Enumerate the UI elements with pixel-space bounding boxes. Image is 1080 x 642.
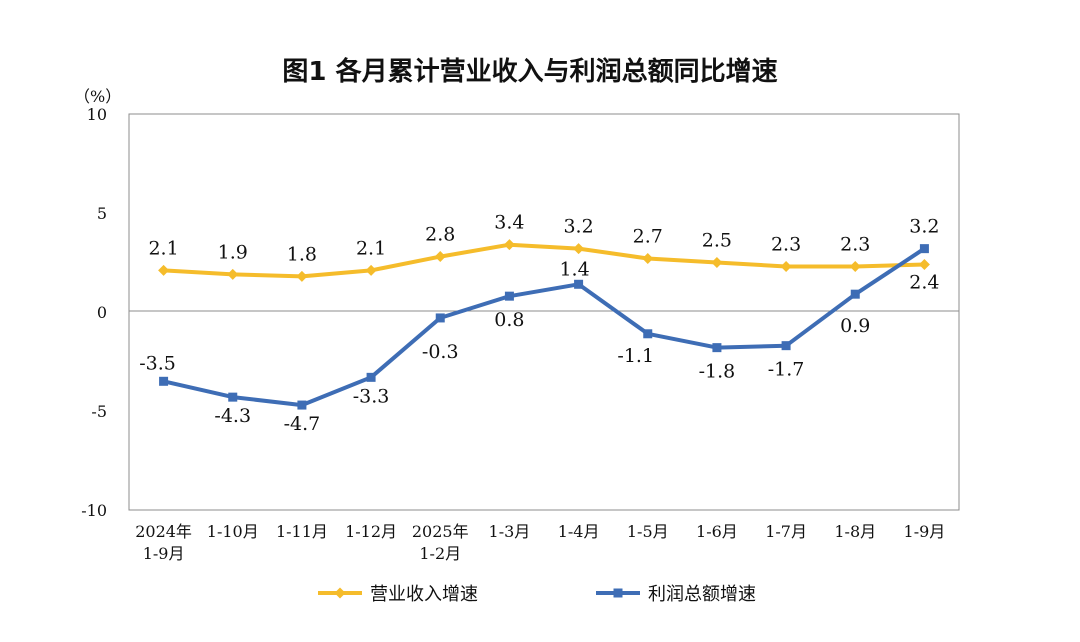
series-line-profit (161, 246, 927, 408)
x-tick-label: 1-2月 (419, 544, 461, 563)
profit-point (435, 313, 445, 323)
revenue-point (158, 264, 170, 276)
y-tick-label: 5 (97, 204, 107, 223)
profit-point (850, 289, 860, 299)
revenue-data-label: 3.2 (563, 216, 593, 238)
revenue-data-label: 2.3 (771, 233, 801, 255)
y-tick-label: 10 (87, 105, 107, 124)
revenue-point (434, 251, 446, 263)
revenue-data-label: 1.8 (287, 243, 317, 265)
x-tick-label: 1-12月 (345, 522, 397, 541)
revenue-point (711, 257, 723, 268)
x-tick-label: 1-9月 (143, 544, 185, 563)
x-tick-label: 1-8月 (834, 522, 876, 541)
revenue-data-label: 2.8 (425, 224, 455, 246)
legend-label: 营业收入增速 (370, 584, 478, 605)
profit-data-label: 0.8 (494, 309, 524, 331)
chart-title: 图1 各月累计营业收入与利润总额同比增速 (282, 56, 777, 87)
profit-data-label: 3.2 (909, 216, 939, 238)
profit-data-label: -3.5 (139, 352, 176, 374)
revenue-point (849, 260, 861, 272)
profit-data-label: -1.7 (768, 359, 805, 381)
x-tick-label: 1-7月 (765, 522, 807, 541)
profit-data-label: -4.7 (284, 413, 321, 435)
revenue-data-label: 1.9 (218, 241, 248, 263)
x-tick-label: 2024年 (135, 522, 192, 541)
y-tick-label: -5 (91, 402, 107, 421)
x-tick-label: 1-10月 (207, 522, 259, 541)
profit-data-label: -4.3 (214, 405, 251, 427)
revenue-point (780, 260, 792, 272)
profit-data-label: 0.9 (840, 315, 870, 337)
x-tick-label: 1-11月 (276, 522, 328, 541)
revenue-point (918, 258, 930, 270)
y-tick-label: 0 (97, 303, 107, 322)
legend-swatch-marker (613, 588, 623, 598)
profit-data-label: -3.3 (353, 385, 390, 407)
x-tick-label: 1-4月 (558, 522, 600, 541)
y-axis-unit-label: （%） (74, 87, 121, 106)
revenue-point (573, 243, 585, 255)
profit-data-label: -0.3 (422, 341, 459, 363)
x-tick-label: 2025年 (412, 522, 469, 541)
revenue-data-label: 3.4 (494, 212, 524, 234)
revenue-data-label: 2.1 (148, 237, 178, 259)
profit-point (643, 329, 653, 339)
revenue-point (296, 270, 308, 282)
revenue-data-label: 2.1 (356, 237, 386, 259)
profit-point (297, 400, 307, 410)
profit-data-label: -1.8 (699, 361, 736, 383)
revenue-data-label: 2.7 (633, 226, 663, 248)
revenue-data-label: 2.3 (840, 233, 870, 255)
x-tick-label: 1-9月 (904, 522, 946, 541)
plot-area-border (128, 113, 960, 511)
revenue-point (227, 268, 239, 280)
revenue-data-label: 2.4 (909, 271, 939, 293)
profit-point (919, 244, 929, 254)
profit-data-label: -1.1 (617, 345, 654, 367)
profit-point (228, 392, 238, 402)
legend-item-revenue: 营业收入增速 (318, 584, 478, 605)
revenue-point (503, 239, 515, 251)
profit-point (574, 279, 584, 289)
legend-item-profit: 利润总额增速 (596, 584, 756, 605)
legend-swatch-marker (334, 587, 346, 599)
profit-point (504, 291, 514, 301)
revenue-data-label: 2.5 (702, 230, 732, 252)
series-line-revenue (161, 242, 927, 279)
revenue-point (642, 253, 654, 265)
y-tick-label: -10 (81, 501, 107, 520)
profit-point (159, 376, 169, 386)
profit-point (366, 372, 376, 382)
profit-point (712, 343, 722, 353)
profit-point (781, 341, 791, 351)
profit-data-label: 1.4 (559, 258, 589, 280)
x-tick-label: 1-6月 (696, 522, 738, 541)
legend-label: 利润总额增速 (648, 584, 756, 605)
x-tick-label: 1-3月 (489, 522, 531, 541)
x-tick-label: 1-5月 (627, 522, 669, 541)
revenue-point (365, 264, 377, 276)
